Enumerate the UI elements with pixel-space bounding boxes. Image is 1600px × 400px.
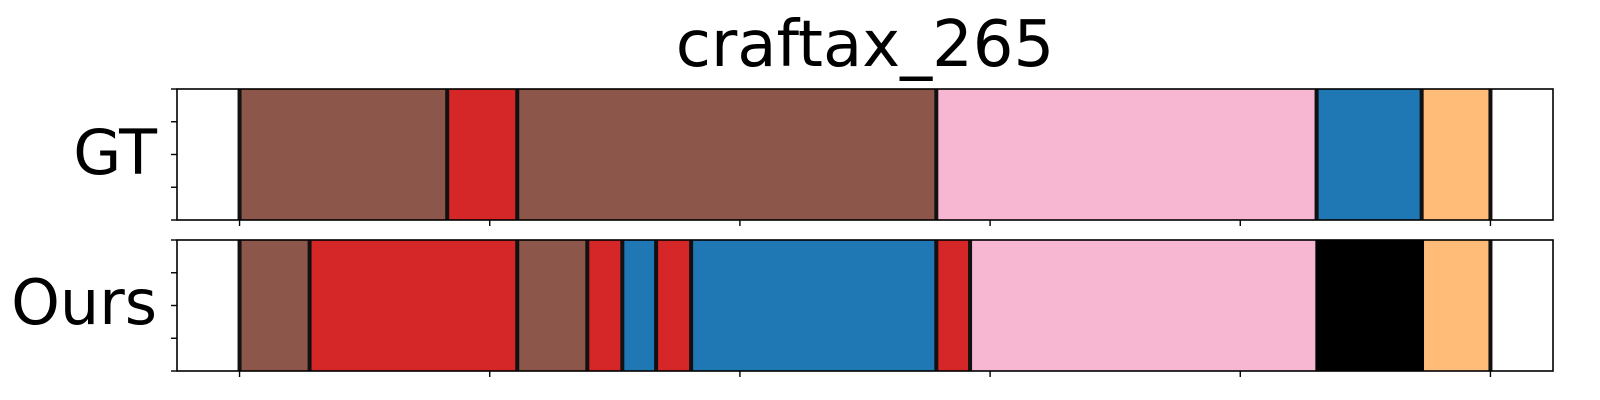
row-ours: Ours [11, 239, 1554, 377]
segment-bar [587, 240, 623, 371]
segment-bar [970, 240, 1316, 371]
segment-bar [1424, 240, 1491, 371]
segment-bar [447, 89, 518, 220]
segment-bar [1421, 89, 1491, 220]
row-label: Ours [11, 266, 157, 339]
row-gt: GT [73, 88, 1554, 226]
segment-bar [1316, 89, 1422, 220]
chart-title: craftax_265 [676, 8, 1054, 82]
segment-bar [622, 240, 657, 371]
segment-bar [1315, 240, 1425, 371]
segment-bar [517, 89, 937, 220]
segment-bar [656, 240, 692, 371]
segment-bar [239, 240, 310, 371]
segment-bar [936, 240, 971, 371]
segment-bar [309, 240, 518, 371]
rows-layer: GT Ours [11, 88, 1554, 377]
segment-bar [517, 240, 588, 371]
segment-bar [691, 240, 937, 371]
segment-bar [239, 89, 448, 220]
segment-bar [936, 89, 1317, 220]
row-label: GT [73, 116, 158, 189]
